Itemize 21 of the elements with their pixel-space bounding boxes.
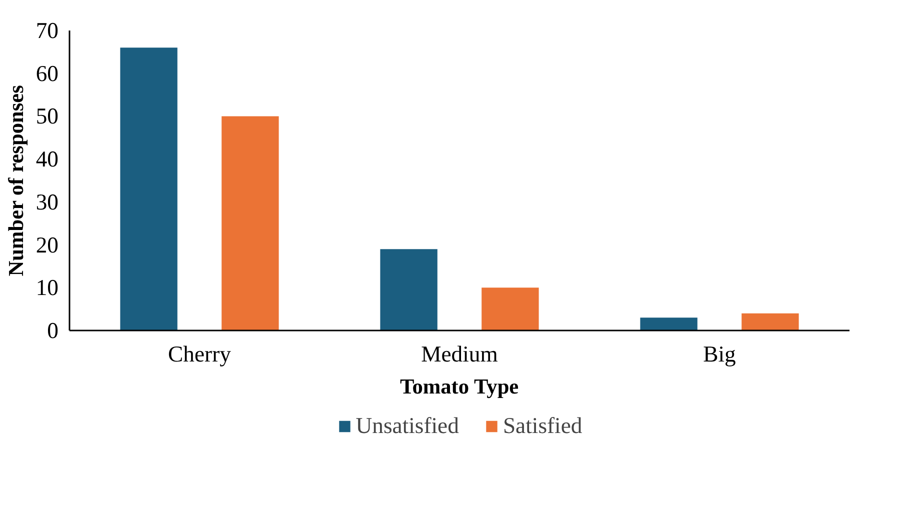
- bar: [120, 48, 178, 330]
- bar: [380, 249, 438, 330]
- x-axis-title: Tomato Type: [400, 374, 519, 398]
- x-tick-label: Medium: [421, 342, 498, 366]
- bar: [482, 288, 539, 330]
- bar: [640, 318, 698, 330]
- y-tick-label: 10: [36, 275, 58, 300]
- y-tick-label: 50: [36, 104, 58, 129]
- y-axis-title: Number of responses: [4, 85, 28, 276]
- y-tick-label: 30: [36, 189, 58, 214]
- y-tick-label: 60: [36, 60, 58, 86]
- y-tick-label: 40: [36, 146, 58, 172]
- y-tick-label: 0: [47, 318, 58, 343]
- x-tick-label: Cherry: [168, 342, 232, 366]
- y-tick-label: 70: [36, 18, 58, 43]
- bar: [222, 116, 279, 330]
- bar: [742, 313, 799, 330]
- x-tick-label: Big: [703, 342, 736, 366]
- legend-label: Unsatisfied: [356, 413, 459, 439]
- y-tick-label: 20: [36, 232, 58, 258]
- legend-label: Satisfied: [502, 413, 582, 439]
